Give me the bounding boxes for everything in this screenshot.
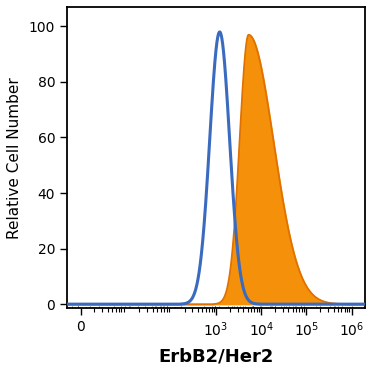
X-axis label: ErbB2/Her2: ErbB2/Her2 (158, 347, 274, 365)
Y-axis label: Relative Cell Number: Relative Cell Number (7, 77, 22, 238)
